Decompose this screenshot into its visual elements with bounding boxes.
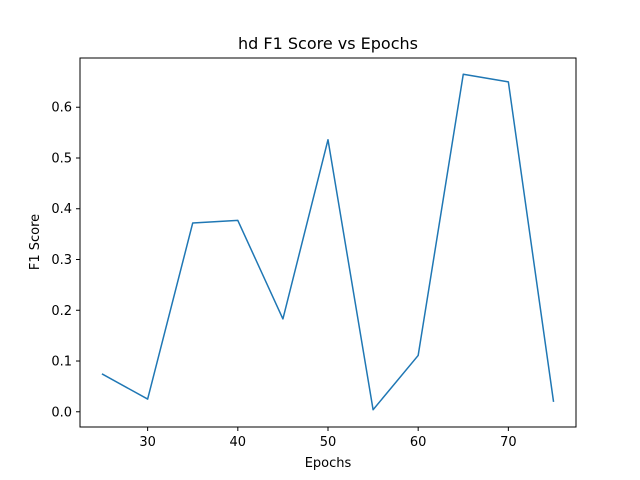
chart-title: hd F1 Score vs Epochs: [238, 34, 418, 53]
series-line: [101, 73, 555, 411]
y-tick-label: 0.2: [51, 304, 72, 319]
y-tick-label: 0.1: [51, 355, 72, 370]
y-tick-label: 0.0: [51, 405, 72, 420]
x-tick-label: 30: [139, 435, 156, 450]
y-tick-label: 0.6: [51, 101, 72, 116]
plot-area: 30 40 50 60 70 0.0 0.1 0.2 0.3 0.4 0.5 0.6: [51, 57, 577, 450]
x-axis-ticks: 30 40 50 60 70: [139, 427, 517, 450]
x-tick-label: 40: [230, 435, 247, 450]
series-layer: [101, 73, 555, 411]
y-axis-label: F1 Score: [28, 214, 43, 270]
y-tick-label: 0.4: [51, 202, 72, 217]
y-axis-ticks: 0.0 0.1 0.2 0.3 0.4 0.5 0.6: [51, 101, 80, 420]
x-tick-label: 70: [500, 435, 517, 450]
y-tick-label: 0.3: [51, 253, 72, 268]
y-tick-label: 0.5: [51, 151, 72, 166]
x-tick-label: 60: [410, 435, 427, 450]
x-tick-label: 50: [320, 435, 337, 450]
x-axis-label: Epochs: [305, 456, 352, 471]
